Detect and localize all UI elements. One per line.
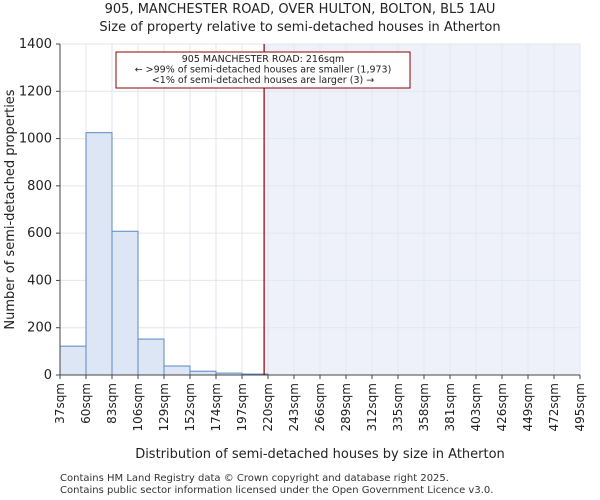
x-tick-label: 335sqm [391, 383, 405, 431]
x-tick-label: 197sqm [235, 383, 249, 431]
chart-title-address: 905, MANCHESTER ROAD, OVER HULTON, BOLTO… [104, 2, 496, 17]
chart-subtitle: Size of property relative to semi-detach… [99, 20, 501, 35]
x-tick-label: 174sqm [209, 383, 223, 431]
x-tick-label: 106sqm [131, 383, 145, 431]
larger-region-shade [264, 44, 580, 375]
x-tick-label: 381sqm [443, 383, 457, 431]
y-tick-label: 200 [27, 321, 52, 336]
y-tick-label: 1400 [19, 37, 52, 52]
x-tick-label: 426sqm [495, 383, 509, 431]
annotation-box [115, 51, 411, 89]
histogram-bar [59, 345, 87, 376]
x-tick-label: 60sqm [79, 383, 93, 424]
histogram-bar [163, 365, 191, 376]
x-tick-label: 312sqm [365, 383, 379, 431]
y-tick-label: 400 [27, 273, 52, 288]
y-tick-label: 600 [27, 226, 52, 241]
x-tick-label: 358sqm [417, 383, 431, 431]
y-axis-title: Number of semi-detached properties [3, 89, 18, 329]
x-tick-label: 220sqm [261, 383, 275, 431]
annotation-line-1: 905 MANCHESTER ROAD: 216sqm [182, 54, 345, 65]
footer-copyright: Contains HM Land Registry data © Crown c… [60, 473, 449, 484]
x-tick-label: 403sqm [469, 383, 483, 431]
x-tick-label: 129sqm [157, 383, 171, 431]
x-tick-label: 449sqm [521, 383, 535, 431]
histogram-bar [137, 338, 165, 376]
x-tick-label: 289sqm [339, 383, 353, 431]
annotation-line-3: <1% of semi-detached houses are larger (… [152, 75, 374, 86]
x-axis-title: Distribution of semi-detached houses by … [135, 447, 505, 462]
annotation-line-2: ← >99% of semi-detached houses are small… [135, 65, 392, 76]
y-tick-label: 0 [44, 368, 52, 383]
x-tick-label: 266sqm [313, 383, 327, 431]
x-tick-label: 152sqm [183, 383, 197, 431]
y-tick-label: 800 [27, 179, 52, 194]
x-tick-label: 472sqm [547, 383, 561, 431]
histogram-bar [85, 132, 113, 376]
y-tick-label: 1000 [19, 132, 52, 147]
x-tick-label: 243sqm [287, 383, 301, 431]
x-tick-label: 83sqm [105, 383, 119, 424]
footer-licence: Contains public sector information licen… [60, 485, 494, 496]
x-tick-label: 495sqm [573, 383, 587, 431]
histogram-bar [189, 370, 217, 376]
x-tick-label: 37sqm [53, 383, 67, 424]
histogram-bar [111, 230, 139, 376]
y-tick-label: 1200 [19, 84, 52, 99]
